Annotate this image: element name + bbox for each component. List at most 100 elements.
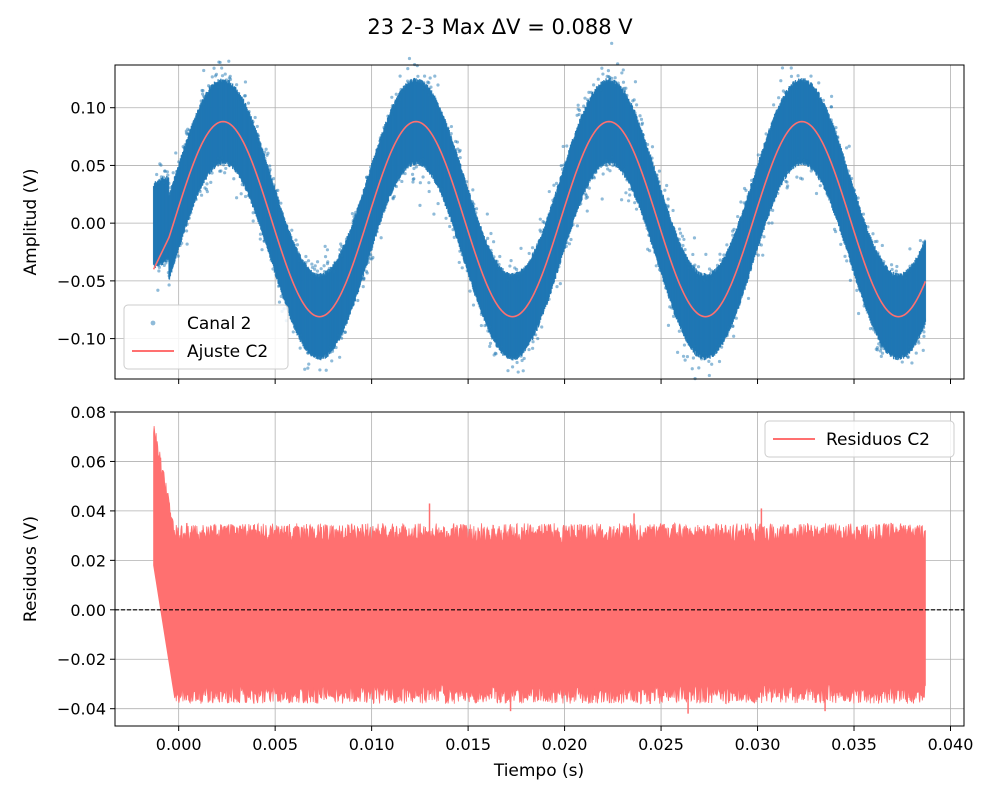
scatter-point [224,78,229,82]
scatter-point [411,177,415,181]
scatter-point [185,222,189,227]
scatter-point [159,175,164,179]
scatter-point [222,160,227,164]
scatter-point [272,183,276,187]
scatter-point [878,349,883,353]
scatter-point [610,41,614,45]
scatter-point [291,330,295,334]
scatter-point [323,244,327,248]
scatter-point [405,79,410,83]
scatter-point [845,174,850,178]
scatter-point [178,243,182,248]
scatter-point [200,88,204,93]
scatter-point [325,248,330,252]
scatter-point [421,175,425,179]
scatter-point [465,269,469,273]
top-legend-box [123,304,289,370]
scatter-point [436,83,440,87]
scatter-point [784,179,788,183]
scatter-point [538,228,542,232]
scatter-point [422,74,427,78]
scatter-point [426,168,430,172]
scatter-point [622,86,626,90]
scatter-point [535,249,539,253]
scatter-point [628,193,632,197]
scatter-point [786,184,790,188]
scatter-point [361,277,366,282]
scatter-point [497,262,501,267]
scatter-point [340,244,344,248]
scatter-point [811,86,815,90]
scatter-point [879,347,883,351]
scatter-point [234,169,238,173]
scatter-point [867,309,871,313]
scatter-point [671,314,676,318]
scatter-point [682,343,687,347]
scatter-point [449,136,453,141]
scatter-point [534,333,538,337]
scatter-point [576,107,580,111]
scatter-point [538,217,542,221]
scatter-point [630,184,634,188]
scatter-point [294,238,298,242]
scatter-point [432,212,436,216]
scatter-point [662,273,666,278]
scatter-point [632,113,636,117]
scatter-point [754,171,758,175]
scatter-point [488,344,492,348]
scatter-point [717,343,721,347]
scatter-point [508,264,512,268]
scatter-point [492,353,496,357]
scatter-point [159,163,163,167]
scatter-point [187,128,192,132]
scatter-point [356,209,360,213]
scatter-point [306,351,310,355]
top-legend: Canal 2 Ajuste C2 [123,304,289,370]
scatter-point [156,288,160,292]
scatter-point [266,151,270,155]
scatter-point [514,355,518,359]
scatter-point [710,362,714,366]
scatter-point [922,318,927,322]
scatter-point [210,75,214,79]
scatter-point [321,276,326,280]
scatter-point [186,140,190,144]
scatter-point [872,323,876,328]
scatter-point [471,188,475,192]
scatter-point [829,94,834,99]
scatter-point [624,191,628,195]
scatter-point [624,94,628,98]
legend-label-residuos-c2: Residuos C2 [826,430,930,450]
scatter-point [687,266,691,270]
figure-title: 23 2-3 Max ΔV = 0.088 V [367,15,633,39]
y-tick-label: −0.02 [57,650,106,669]
scatter-point [497,343,501,348]
scatter-point [241,179,246,184]
scatter-point [439,110,443,114]
scatter-point [417,162,421,166]
scatter-point [263,150,267,154]
scatter-point [601,172,605,176]
scatter-point [517,274,521,278]
scatter-point [211,83,215,88]
scatter-point [292,245,296,249]
scatter-point [455,140,460,144]
scatter-point [167,181,171,185]
scatter-point [313,264,317,268]
scatter-point [637,200,641,204]
scatter-point [456,147,460,151]
scatter-point [449,124,454,129]
legend-scatter-marker [150,320,156,326]
scatter-point [227,76,232,80]
scatter-point [191,199,195,203]
scatter-point [187,216,191,220]
scatter-point [492,240,496,244]
scatter-point [204,187,209,191]
scatter-point [587,90,591,94]
scatter-point [650,145,655,149]
scatter-point [474,211,478,215]
scatter-point [829,105,833,109]
scatter-point [275,196,279,200]
scatter-point [365,175,369,179]
x-axis-label: Tiempo (s) [493,761,584,781]
